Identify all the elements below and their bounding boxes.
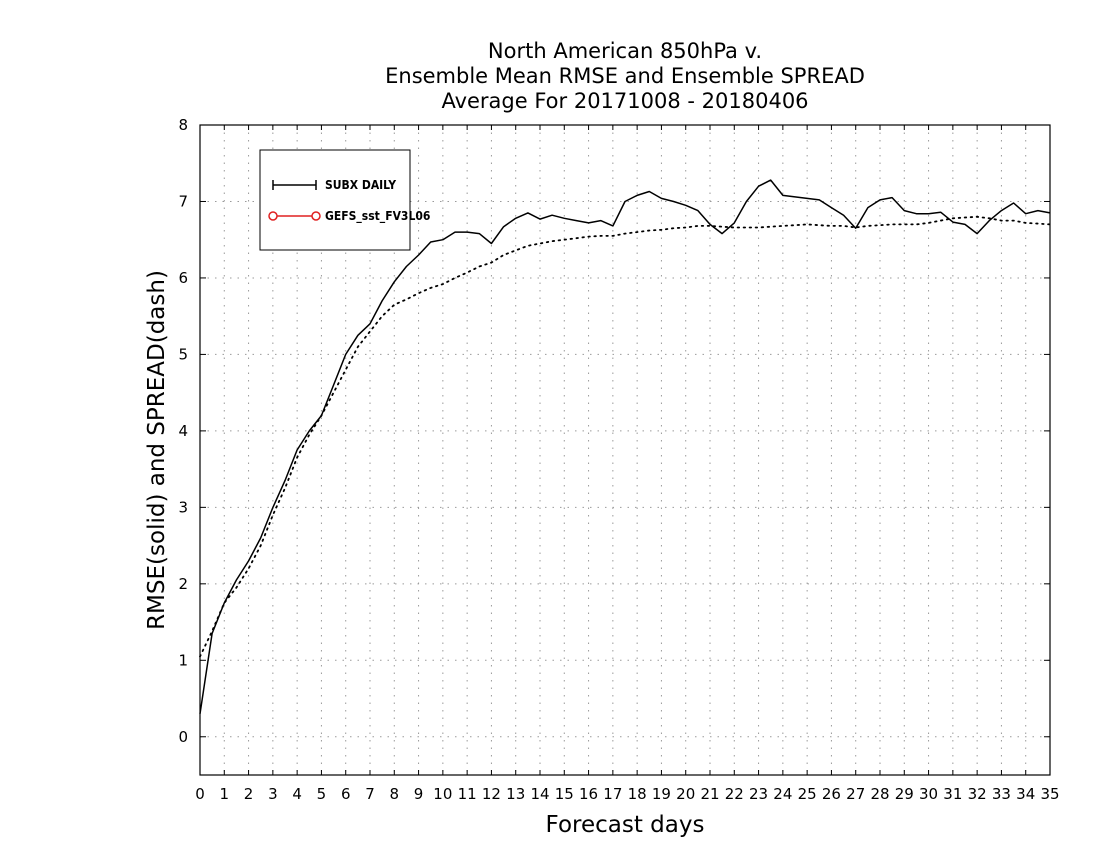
x-tick-label: 35 [1040,785,1059,803]
legend-box [259,149,411,251]
x-tick-label: 1 [220,785,230,803]
x-tick-label: 5 [317,785,327,803]
series-spread-line [199,215,1051,658]
y-tick-label: 0 [178,728,188,746]
x-tick-label: 28 [870,785,889,803]
y-tick-label: 1 [178,651,188,669]
x-tick-label: 12 [482,785,501,803]
x-tick-label: 21 [700,785,719,803]
title-line-2: Ensemble Mean RMSE and Ensemble SPREAD [385,64,865,88]
y-tick-label: 7 [178,192,188,210]
x-tick-label: 2 [244,785,254,803]
y-axis-label: RMSE(solid) and SPREAD(dash) [144,270,170,630]
axis-ticks [199,124,1051,775]
x-tick-label: 11 [458,785,477,803]
x-tick-label: 34 [1016,785,1035,803]
y-tick-label: 2 [178,575,188,593]
x-tick-label: 19 [652,785,671,803]
title-line-3: Average For 20171008 - 20180406 [441,89,808,113]
x-tick-label: 18 [628,785,647,803]
legend-marker-gefs-right [311,211,321,221]
chart-title: North American 850hPa v. Ensemble Mean R… [385,39,865,113]
x-tick-label: 8 [390,785,400,803]
x-tick-label: 27 [846,785,865,803]
x-tick-label: 4 [292,785,302,803]
x-tick-label: 32 [968,785,987,803]
x-tick-label: 16 [579,785,598,803]
plot-frame [199,124,1051,776]
x-tick-label: 17 [603,785,622,803]
x-tick-label: 30 [919,785,938,803]
series-rmse-line [199,179,1051,714]
plot-series [199,179,1051,714]
y-tick-labels: 0 1 2 3 4 5 6 7 8 [178,116,188,746]
x-tick-label: 29 [895,785,914,803]
legend: SUBX DAILY GEFS_sst_FV3L06 [259,149,430,251]
x-tick-label: 7 [365,785,375,803]
x-tick-label: 14 [530,785,549,803]
x-tick-label: 10 [433,785,452,803]
x-axis-label: Forecast days [546,812,705,838]
x-tick-label: 0 [195,785,205,803]
legend-marker-gefs-left [268,211,278,221]
x-tick-label: 24 [773,785,792,803]
y-tick-label: 4 [178,422,188,440]
y-tick-label: 8 [178,116,188,134]
x-tick-label: 20 [676,785,695,803]
y-tick-label: 3 [178,498,188,516]
title-line-1: North American 850hPa v. [488,39,762,63]
x-tick-label: 6 [341,785,351,803]
x-tick-label: 3 [268,785,278,803]
x-tick-label: 31 [943,785,962,803]
legend-label-subx: SUBX DAILY [325,178,396,192]
x-tick-label: 9 [414,785,424,803]
y-tick-label: 5 [178,345,188,363]
x-tick-label: 22 [725,785,744,803]
x-tick-label: 23 [749,785,768,803]
x-tick-labels: 0 1 2 3 4 5 6 7 8 9 10 11 12 13 14 15 16 17 18 19 20 21 22 23 24… [195,785,1059,803]
x-tick-label: 33 [992,785,1011,803]
x-tick-label: 25 [798,785,817,803]
x-tick-label: 13 [506,785,525,803]
legend-label-gefs: GEFS_sst_FV3L06 [325,209,430,224]
y-tick-label: 6 [178,269,188,287]
x-tick-label: 15 [555,785,574,803]
x-tick-label: 26 [822,785,841,803]
